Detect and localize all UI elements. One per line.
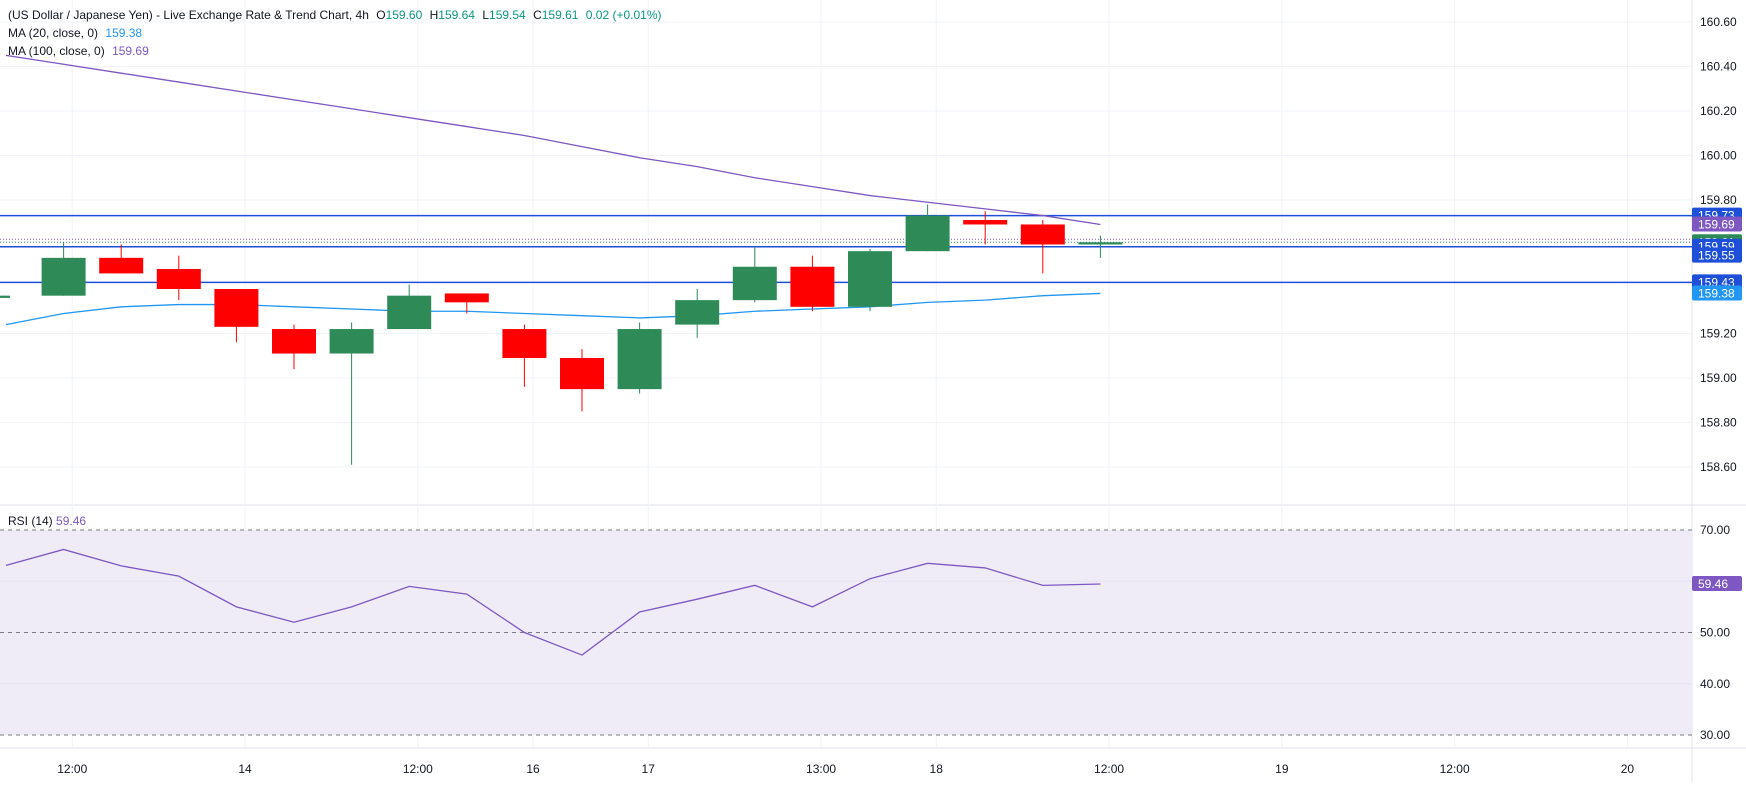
candle-body [1020, 224, 1065, 245]
ma100-value: 159.69 [112, 44, 149, 58]
price-tick-label: 159.00 [1700, 371, 1737, 385]
rsi-value: 59.46 [56, 514, 87, 528]
candle-body [387, 295, 432, 330]
time-tick-label: 19 [1275, 762, 1289, 776]
candle-body [214, 289, 259, 327]
price-axis-badge-text: 159.55 [1698, 249, 1735, 263]
ma100-label: MA (100, close, 0) [8, 44, 105, 58]
rsi-line [5, 548, 1101, 656]
rsi-tick-label: 40.00 [1700, 677, 1730, 691]
time-tick-label: 13:00 [806, 762, 836, 776]
time-tick-label: 16 [526, 762, 540, 776]
ma20-line [5, 292, 1101, 326]
candle-body [963, 220, 1008, 225]
low-label: L [482, 8, 490, 22]
open-value: 159.60 [385, 8, 423, 22]
candle-body [502, 329, 547, 358]
price-tick-label: 159.20 [1700, 327, 1737, 341]
ma20-label: MA (20, close, 0) [8, 26, 99, 40]
price-axis-badge [1692, 247, 1742, 263]
rsi-tick-label: 70.00 [1700, 523, 1730, 537]
rsi-label: RSI (14) [8, 514, 53, 528]
ma100-line [5, 54, 1101, 226]
price-tick-label: 158.60 [1700, 460, 1737, 474]
rsi-band [0, 530, 1692, 735]
legend-ma20[interactable]: MA (20, close, 0) 159.38 [8, 26, 146, 40]
legend-title-line: (US Dollar / Japanese Yen) - Live Exchan… [8, 8, 666, 22]
legend-ma100[interactable]: MA (100, close, 0) 159.69 [8, 44, 153, 58]
candle-body [444, 293, 489, 303]
price-axis-badge-text: 159.38 [1698, 286, 1735, 300]
close-label: C [533, 8, 542, 22]
time-tick-label: 14 [238, 762, 252, 776]
price-axis-badge [1692, 285, 1742, 301]
time-tick-label: 12:00 [1094, 762, 1124, 776]
candle-body [617, 329, 662, 390]
time-tick-label: 20 [1621, 762, 1635, 776]
close-value: 159.61 [541, 8, 579, 22]
candle-body [99, 257, 144, 274]
time-tick-label: 17 [642, 762, 656, 776]
candle-body [848, 251, 892, 307]
time-tick-label: 12:00 [403, 762, 433, 776]
time-tick-label: 12:00 [1440, 762, 1470, 776]
change-value: 0.02 (+0.01%) [585, 8, 662, 22]
candle-body [1078, 242, 1123, 245]
price-tick-label: 158.80 [1700, 416, 1737, 430]
candle-body [732, 266, 777, 301]
candle-body [675, 300, 720, 325]
price-tick-label: 160.00 [1700, 149, 1737, 163]
candle-body [790, 266, 835, 307]
price-axis-badge-text: 159.69 [1698, 217, 1735, 231]
time-tick-label: 18 [930, 762, 944, 776]
candle-body [560, 357, 604, 390]
open-label: O [376, 8, 386, 22]
time-tick-label: 12:00 [57, 762, 87, 776]
price-tick-label: 159.80 [1700, 193, 1737, 207]
high-label: H [429, 8, 439, 22]
candle-body [329, 329, 374, 354]
ma20-value: 159.38 [105, 26, 143, 40]
rsi-axis-badge [1692, 576, 1742, 592]
low-value: 159.54 [489, 8, 526, 22]
chart-title: (US Dollar / Japanese Yen) - Live Exchan… [8, 8, 369, 22]
price-axis-badge [1692, 216, 1742, 232]
legend-rsi[interactable]: RSI (14) 59.46 [8, 514, 86, 528]
rsi-tick-label: 50.00 [1700, 626, 1730, 640]
price-tick-label: 160.40 [1700, 60, 1737, 74]
candle-body [156, 268, 201, 289]
candle-body [905, 215, 950, 252]
rsi-axis-badge-text: 59.46 [1698, 577, 1728, 591]
high-value: 159.64 [438, 8, 475, 22]
rsi-tick-label: 30.00 [1700, 728, 1730, 742]
candle-body [41, 257, 86, 296]
price-tick-label: 160.20 [1700, 104, 1737, 118]
candle-body [0, 295, 10, 298]
candle-body [272, 329, 316, 354]
price-tick-label: 160.60 [1700, 15, 1737, 29]
